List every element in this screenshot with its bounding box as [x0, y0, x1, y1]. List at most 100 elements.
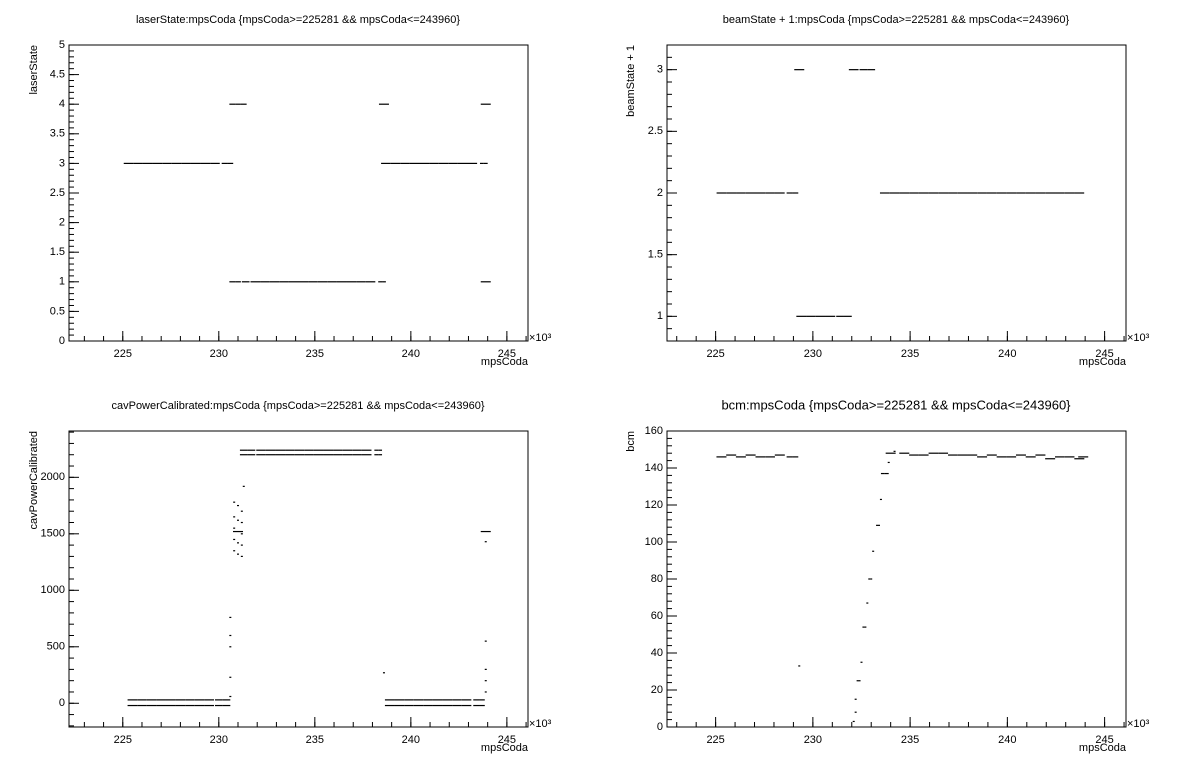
point — [317, 281, 328, 283]
y-tick-label: 4.5 — [50, 69, 65, 81]
point — [792, 192, 799, 194]
point — [467, 162, 478, 164]
point — [836, 315, 844, 317]
point — [1074, 192, 1085, 194]
point — [1074, 458, 1085, 460]
point — [726, 192, 737, 194]
point — [374, 449, 379, 451]
point — [313, 449, 324, 451]
point — [442, 699, 453, 701]
point — [736, 192, 746, 194]
point — [1045, 192, 1056, 194]
point — [452, 704, 462, 707]
point — [986, 454, 997, 456]
y-tick-label: 120 — [645, 499, 663, 511]
point — [194, 699, 205, 701]
point — [137, 704, 147, 707]
point — [175, 699, 186, 701]
point — [716, 192, 727, 194]
point — [996, 456, 1007, 458]
point — [275, 449, 286, 451]
point — [265, 449, 276, 451]
point — [241, 281, 250, 283]
point — [1064, 192, 1075, 194]
point — [378, 449, 383, 451]
x-tick-label: 225 — [114, 734, 132, 746]
point — [854, 711, 857, 713]
point — [394, 699, 405, 701]
point — [298, 281, 309, 283]
point — [473, 704, 480, 707]
point — [342, 449, 353, 451]
plot-frame — [666, 430, 1127, 728]
point — [237, 553, 240, 555]
point — [899, 192, 910, 194]
point — [181, 162, 191, 164]
point — [413, 699, 424, 701]
point — [484, 640, 487, 642]
point — [233, 501, 236, 503]
x-exponent: ×10³ — [529, 332, 552, 344]
point — [786, 192, 793, 194]
point — [137, 699, 147, 701]
point — [864, 626, 867, 628]
y-axis-label: bcm — [625, 431, 637, 452]
point — [294, 449, 305, 451]
point — [1035, 454, 1046, 456]
point — [429, 162, 439, 164]
y-tick-label: 140 — [645, 462, 663, 474]
y-axis-label: laserState — [28, 45, 40, 95]
point — [938, 192, 949, 194]
point — [279, 281, 289, 283]
point — [165, 699, 176, 701]
point — [409, 162, 420, 164]
y-tick-label: 500 — [47, 641, 65, 653]
y-tick-label: 1.5 — [648, 249, 663, 261]
point — [233, 527, 236, 529]
y-tick-label: 0 — [59, 335, 65, 347]
point — [473, 699, 480, 701]
point — [229, 616, 232, 619]
point — [342, 454, 353, 456]
point — [1015, 454, 1026, 456]
point — [483, 162, 488, 164]
point — [256, 449, 266, 451]
x-tick-label: 230 — [804, 734, 822, 746]
point — [384, 699, 395, 701]
point — [889, 192, 900, 194]
point — [977, 456, 988, 458]
point — [885, 452, 896, 454]
point — [948, 192, 958, 194]
point — [774, 454, 785, 456]
x-tick-label: 240 — [402, 348, 420, 360]
x-tick-label: 245 — [498, 734, 516, 746]
point — [239, 454, 248, 456]
point — [235, 281, 241, 283]
point — [726, 454, 737, 456]
point — [123, 162, 134, 164]
point — [448, 162, 458, 164]
point — [948, 454, 958, 456]
point — [374, 454, 379, 456]
plot-frame — [68, 44, 529, 342]
point — [265, 454, 276, 456]
point — [200, 162, 211, 164]
point — [868, 578, 871, 580]
point — [798, 665, 801, 667]
y-tick-label: 1 — [59, 276, 65, 288]
point — [400, 162, 410, 164]
point — [185, 704, 195, 707]
point — [765, 456, 775, 458]
point — [977, 192, 987, 194]
point — [327, 281, 337, 283]
point — [381, 162, 391, 164]
y-tick-label: 1.5 — [50, 246, 65, 258]
point — [866, 602, 869, 604]
point — [323, 454, 334, 456]
point — [479, 704, 485, 707]
point — [185, 699, 195, 701]
point — [986, 192, 997, 194]
point — [1045, 458, 1056, 460]
chart-title: beamState + 1:mpsCoda {mpsCoda>=225281 &… — [723, 14, 1070, 26]
point — [918, 192, 929, 194]
